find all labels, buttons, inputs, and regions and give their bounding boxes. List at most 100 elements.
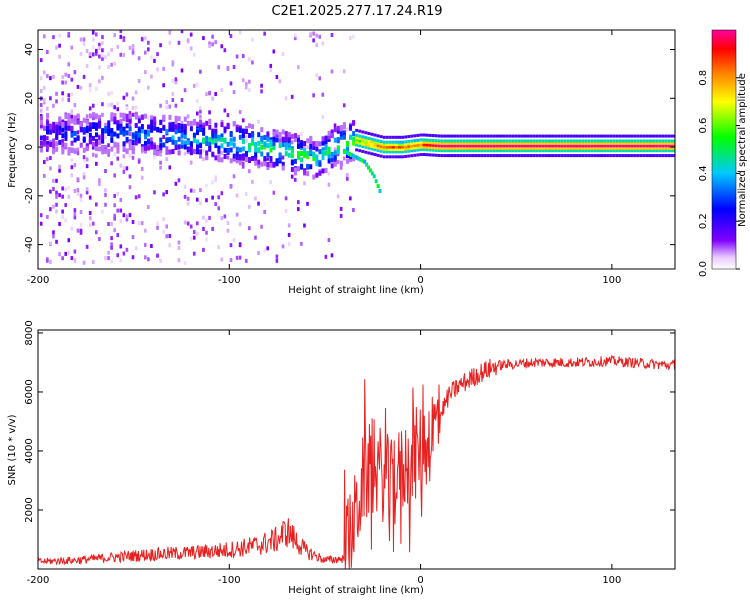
spectrogram-cell xyxy=(511,144,515,148)
spectrogram-cell xyxy=(88,106,92,111)
spectrogram-cell xyxy=(232,238,236,243)
spectrogram-cell xyxy=(79,37,83,42)
spectrogram-cell xyxy=(183,125,187,131)
spectrogram-cell xyxy=(165,190,168,195)
spectrogram-cell xyxy=(159,147,163,153)
spectrogram-cell xyxy=(196,231,199,236)
spectrogram-cell xyxy=(95,230,98,235)
spectrogram-cell xyxy=(358,129,362,133)
spectrogram-cell xyxy=(560,149,564,153)
spectrogram-cell xyxy=(394,145,398,149)
spectrogram-cell xyxy=(76,151,80,156)
spectrogram-cell xyxy=(465,146,469,150)
spectrogram-cell xyxy=(388,148,392,151)
spectrogram-cell xyxy=(49,96,52,101)
spectrogram-cell xyxy=(266,246,270,251)
spectrogram-cell xyxy=(269,180,273,185)
spectrogram-cell xyxy=(199,149,203,155)
colorbar-gradient xyxy=(711,29,737,270)
spectrogram-cell xyxy=(290,167,294,173)
spectrogram-cell xyxy=(226,228,230,233)
spectrogram-cell xyxy=(385,148,389,151)
spectrogram-cell xyxy=(584,144,588,148)
spectrogram-cell xyxy=(471,139,475,143)
spectrogram-cell xyxy=(312,31,315,36)
spectrogram-cell xyxy=(575,139,579,143)
spectrogram-cell xyxy=(609,149,613,153)
spectrogram-cell xyxy=(303,148,307,154)
spectrogram-cell xyxy=(544,154,548,158)
spectrogram-cell xyxy=(196,144,200,150)
spectrogram-cell xyxy=(465,154,469,158)
spectrogram-cell xyxy=(137,56,141,61)
spectrogram-cell xyxy=(55,141,59,147)
spectrogram-cell xyxy=(459,146,463,150)
spectrogram-cell xyxy=(46,106,49,111)
spectrogram-cell xyxy=(272,162,276,168)
spectrogram-cell xyxy=(189,160,193,165)
spectrogram-branch-cell xyxy=(347,151,351,156)
spectrogram-cell xyxy=(443,139,447,143)
spectrogram-cell xyxy=(58,125,62,131)
spectrogram-cell xyxy=(281,52,285,57)
spectrogram-cell xyxy=(217,244,221,249)
spectrogram-cell xyxy=(220,257,224,262)
spectrogram-cell xyxy=(174,181,178,186)
spectrogram-cell xyxy=(352,208,355,213)
spectrogram-cell xyxy=(596,141,600,145)
spectrogram-cell xyxy=(667,141,671,145)
spectrogram-cell xyxy=(446,146,450,150)
spectrogram-cell xyxy=(367,136,371,140)
spectrogram-cell xyxy=(174,119,178,125)
spectrogram-cell xyxy=(101,138,105,144)
spectrogram-cell xyxy=(655,146,659,150)
spectrogram-cell xyxy=(82,127,86,133)
spectrogram-cell xyxy=(624,141,628,145)
spectrogram-cell xyxy=(101,128,105,134)
spectrogram-cell xyxy=(612,144,616,148)
spectrogram-cell xyxy=(557,139,561,143)
spectrogram-cell xyxy=(104,148,108,154)
spectrogram-cell xyxy=(300,140,304,146)
spectrogram-cell xyxy=(373,145,377,149)
spectrogram-x-tick-label: -100 xyxy=(218,275,241,286)
colorbar-tick-label: 0.6 xyxy=(698,118,709,134)
spectrogram-cell xyxy=(385,143,389,147)
spectrogram-cell xyxy=(119,118,123,124)
spectrogram-cell xyxy=(165,149,169,155)
spectrogram-cell xyxy=(104,202,107,207)
spectrogram-cell xyxy=(143,140,147,146)
spectrogram-cell xyxy=(532,144,536,148)
spectrogram-cell xyxy=(492,154,496,158)
spectrogram-cell xyxy=(324,145,328,151)
spectrogram-cell xyxy=(345,144,349,150)
spectrogram-cell xyxy=(456,141,460,145)
spectrogram-cell xyxy=(321,154,325,160)
spectrogram-cell xyxy=(98,42,101,47)
spectrogram-cell xyxy=(440,141,444,145)
spectrogram-x-tick-label: -200 xyxy=(27,275,50,286)
spectrogram-cell xyxy=(557,154,561,158)
spectrogram-cell xyxy=(125,130,129,136)
spectrogram-cell xyxy=(128,185,132,190)
spectrogram-cell xyxy=(499,134,503,138)
spectrogram-cell xyxy=(192,132,196,138)
spectrogram-cell xyxy=(422,138,426,142)
spectrogram-cell xyxy=(107,250,110,255)
spectrogram-cell xyxy=(153,150,157,156)
spectrogram-cell xyxy=(345,140,349,146)
spectrogram-cell xyxy=(122,95,126,100)
spectrogram-cell xyxy=(107,123,111,129)
spectrogram-cell xyxy=(55,134,59,140)
spectrogram-cell xyxy=(306,163,310,169)
spectrogram-cell xyxy=(147,257,150,262)
spectrogram-cell xyxy=(52,234,55,239)
spectrogram-cell xyxy=(122,53,126,58)
spectrogram-cell xyxy=(46,113,50,119)
spectrogram-branch-cell xyxy=(344,149,348,154)
spectrogram-cell xyxy=(505,146,509,150)
spectrogram-cell xyxy=(180,140,184,146)
spectrogram-cell xyxy=(544,146,548,150)
spectrogram-cell xyxy=(642,154,646,158)
spectrogram-cell xyxy=(572,134,576,138)
